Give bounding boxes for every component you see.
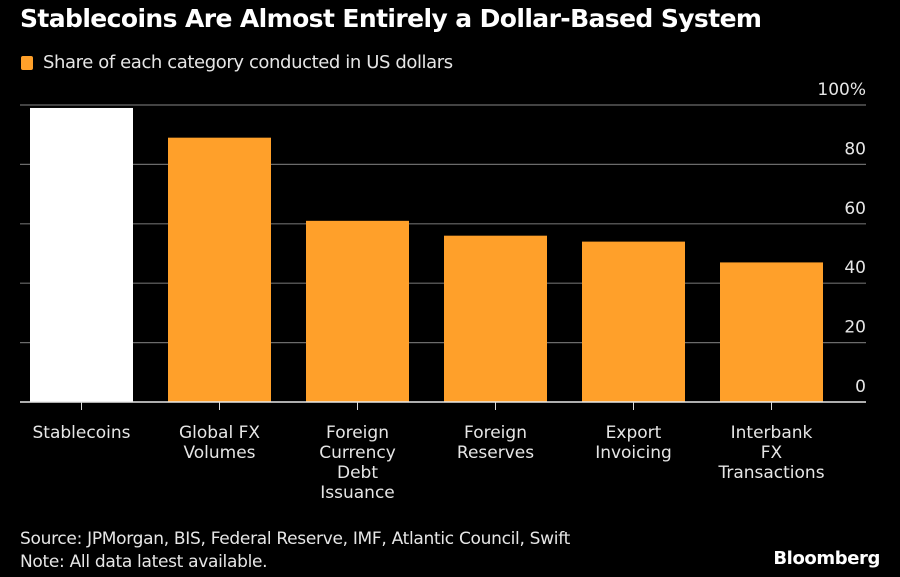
x-category-label: Global FX Volumes (179, 423, 260, 463)
bar (168, 137, 271, 403)
bar (30, 107, 133, 402)
x-category-label: Stablecoins (33, 423, 131, 443)
x-category-label: Export Invoicing (595, 423, 672, 463)
bar (720, 262, 823, 402)
x-category-label: Foreign Reserves (457, 423, 534, 463)
bar (444, 235, 547, 402)
y-tick-label: 0 (855, 377, 866, 397)
bar (582, 241, 685, 402)
footer: Source: JPMorgan, BIS, Federal Reserve, … (20, 528, 570, 574)
bloomberg-logo: Bloomberg (773, 548, 880, 569)
bar (306, 220, 409, 402)
y-tick-label: 80 (844, 139, 866, 159)
x-category-label: Foreign Currency Debt Issuance (319, 423, 396, 503)
legend-label: Share of each category conducted in US d… (43, 52, 453, 73)
y-tick-label: 20 (844, 318, 866, 338)
legend: Share of each category conducted in US d… (21, 52, 453, 73)
source-note: Source: JPMorgan, BIS, Federal Reserve, … (20, 529, 570, 549)
y-tick-label: 60 (844, 199, 866, 219)
data-note: Note: All data latest available. (20, 552, 268, 572)
legend-swatch (21, 55, 33, 70)
chart-title: Stablecoins Are Almost Entirely a Dollar… (20, 4, 762, 33)
y-tick-label: 40 (844, 258, 866, 278)
x-category-label: Interbank FX Transactions (717, 423, 824, 483)
y-tick-label: 100% (817, 80, 866, 100)
